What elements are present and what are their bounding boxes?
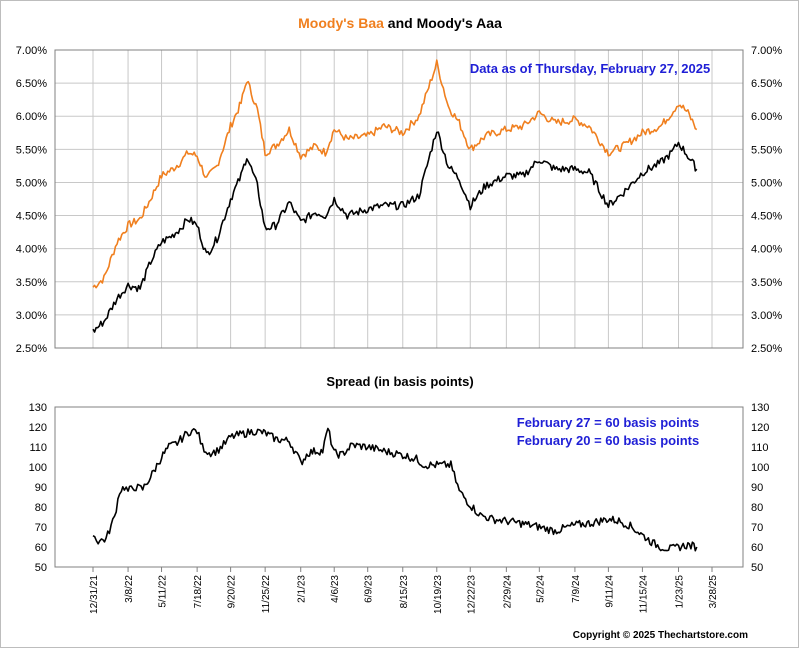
x-tick-label: 3/8/22 bbox=[124, 575, 135, 603]
x-tick-label: 3/28/25 bbox=[708, 575, 719, 609]
spread-y-tick-right: 50 bbox=[751, 562, 763, 574]
y-tick-label-right: 5.50% bbox=[751, 144, 782, 156]
y-tick-label-right: 3.50% bbox=[751, 277, 782, 289]
spread-annotation-previous: February 20 = 60 basis points bbox=[517, 433, 699, 448]
y-tick-label-right: 7.00% bbox=[751, 45, 782, 57]
aaa-series-line bbox=[92, 131, 698, 333]
y-tick-label-left: 2.50% bbox=[16, 343, 47, 355]
spread-y-tick-left: 100 bbox=[29, 462, 47, 474]
top-chart-axes: 2.50% 2.50% 3.00% 3.00% 3.50% 3.50% 4.00% 4.00%… bbox=[16, 45, 783, 355]
spread-y-tick-left: 60 bbox=[35, 542, 47, 554]
y-tick-label-left: 6.50% bbox=[16, 78, 47, 90]
spread-y-tick-left: 90 bbox=[35, 482, 47, 494]
top-chart-grid bbox=[55, 49, 743, 349]
spread-y-tick-right: 100 bbox=[751, 462, 769, 474]
y-tick-label-right: 4.00% bbox=[751, 244, 782, 256]
y-tick-label-left: 4.50% bbox=[16, 211, 47, 223]
x-tick-label: 9/20/22 bbox=[227, 575, 238, 609]
y-tick-label-left: 3.00% bbox=[16, 310, 47, 322]
copyright-text: Copyright © 2025 Thechartstore.com bbox=[573, 630, 748, 641]
x-tick-label: 4/6/23 bbox=[330, 575, 341, 603]
x-tick-label: 5/2/24 bbox=[535, 575, 546, 603]
spread-y-tick-left: 130 bbox=[29, 402, 47, 414]
x-tick-label: 11/15/24 bbox=[638, 575, 649, 614]
spread-y-tick-right: 130 bbox=[751, 402, 769, 414]
x-tick-label: 7/18/22 bbox=[193, 575, 204, 609]
spread-y-tick-right: 110 bbox=[751, 442, 769, 454]
spread-y-tick-left: 70 bbox=[35, 522, 47, 534]
spread-series-line bbox=[92, 427, 698, 552]
spread-y-tick-left: 120 bbox=[29, 422, 47, 434]
y-tick-label-left: 5.50% bbox=[16, 144, 47, 156]
y-tick-label-right: 5.00% bbox=[751, 177, 782, 189]
chart-title: Moody's Baa and Moody's Aaa bbox=[298, 15, 502, 31]
spread-y-tick-right: 60 bbox=[751, 542, 763, 554]
data-as-of-annotation: Data as of Thursday, February 27, 2025 bbox=[470, 61, 710, 76]
spread-y-tick-right: 120 bbox=[751, 422, 769, 434]
x-tick-label: 2/1/23 bbox=[297, 575, 308, 603]
spread-lines bbox=[92, 427, 698, 552]
title-aaa: Moody's Aaa bbox=[417, 15, 502, 31]
y-tick-label-left: 6.00% bbox=[16, 111, 47, 123]
x-tick-label: 11/25/22 bbox=[261, 575, 272, 614]
baa-series-line bbox=[92, 59, 698, 289]
spread-title: Spread (in basis points) bbox=[326, 374, 473, 389]
x-tick-label: 12/31/21 bbox=[89, 575, 100, 614]
y-tick-label-right: 6.00% bbox=[751, 111, 782, 123]
spread-annotation-latest: February 27 = 60 basis points bbox=[517, 415, 699, 430]
x-tick-label: 1/23/25 bbox=[675, 575, 686, 609]
x-tick-label: 2/29/24 bbox=[502, 575, 513, 609]
x-tick-label: 7/9/24 bbox=[571, 575, 582, 603]
x-tick-label: 5/11/22 bbox=[158, 575, 169, 608]
y-tick-label-left: 5.00% bbox=[16, 177, 47, 189]
spread-y-tick-left: 50 bbox=[35, 562, 47, 574]
y-tick-label-left: 4.00% bbox=[16, 244, 47, 256]
x-tick-label: 10/19/23 bbox=[433, 575, 444, 614]
x-tick-label: 6/9/23 bbox=[364, 575, 375, 603]
spread-y-tick-left: 110 bbox=[29, 442, 47, 454]
y-tick-label-right: 4.50% bbox=[751, 211, 782, 223]
top-plot-border bbox=[54, 49, 744, 349]
spread-y-tick-right: 80 bbox=[751, 502, 763, 514]
x-tick-label: 8/15/23 bbox=[399, 575, 410, 609]
y-tick-label-right: 6.50% bbox=[751, 78, 782, 90]
spread-plot-border bbox=[54, 406, 744, 568]
title-and: and bbox=[384, 15, 417, 31]
spread-y-tick-left: 80 bbox=[35, 502, 47, 514]
y-tick-label-right: 2.50% bbox=[751, 343, 782, 355]
x-tick-label: 9/11/24 bbox=[604, 575, 615, 608]
x-tick-label: 12/22/23 bbox=[466, 575, 477, 614]
yield-lines bbox=[92, 59, 698, 333]
spread-chart-axes: 12/31/21 3/8/22 5/11/22 7/18/22 9/20/22 11/25… bbox=[29, 402, 770, 614]
spread-y-tick-right: 70 bbox=[751, 522, 763, 534]
y-tick-label-right: 3.00% bbox=[751, 310, 782, 322]
spread-y-tick-right: 90 bbox=[751, 482, 763, 494]
y-tick-label-left: 3.50% bbox=[16, 277, 47, 289]
title-baa: Moody's Baa bbox=[298, 15, 384, 31]
y-tick-label-left: 7.00% bbox=[16, 45, 47, 57]
